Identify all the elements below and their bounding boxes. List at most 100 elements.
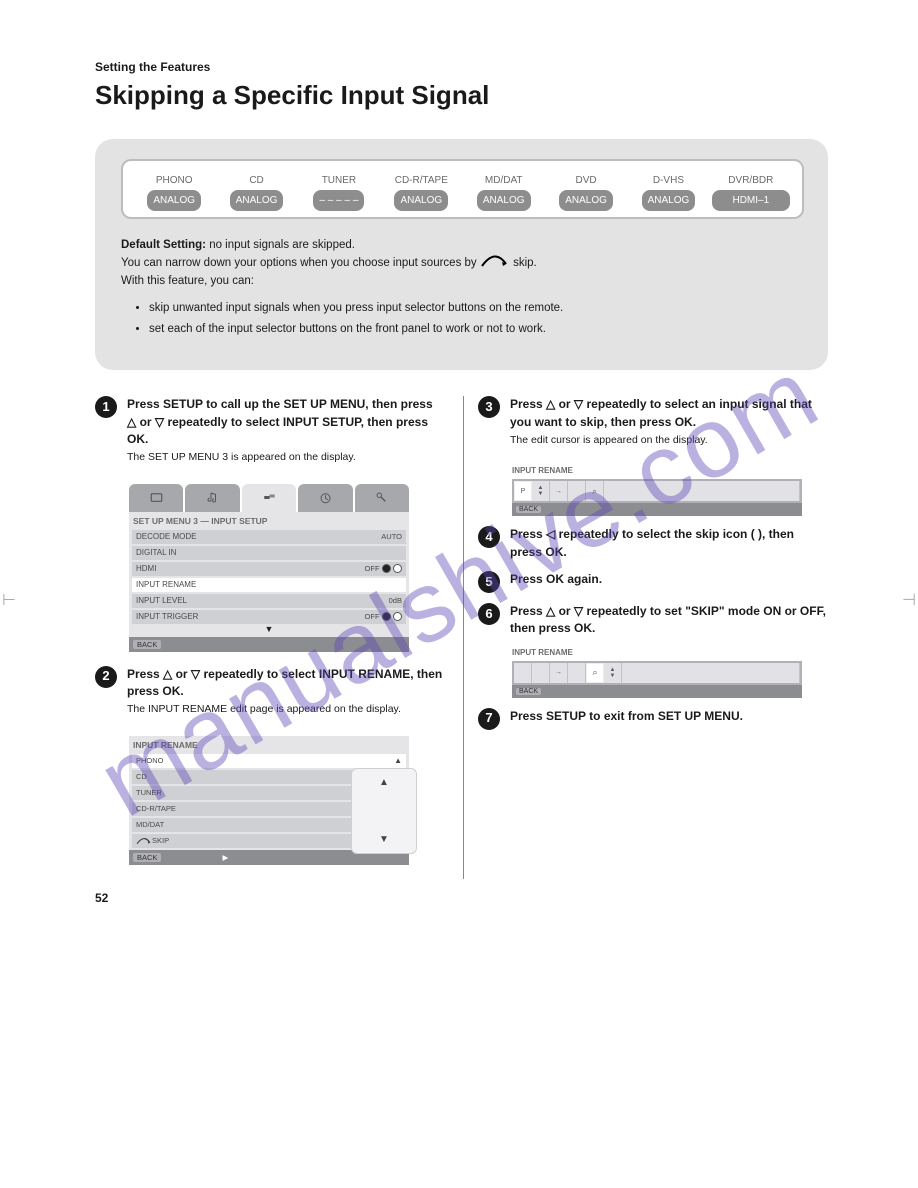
panel-note: Default Setting: no input signals are sk… — [121, 237, 804, 290]
arrow-up-icon: ▲ — [394, 756, 402, 765]
menu2-row-5-k: SKIP — [152, 836, 169, 845]
step-7-number: 7 — [478, 708, 500, 730]
lcd-label-2: TUNER — [298, 175, 380, 186]
lcd-cell-0: PHONO ANALOG — [133, 175, 215, 211]
strip2-key-1 — [532, 663, 550, 683]
menu1-row-2: HDMIOFF — [132, 562, 406, 576]
step-3: 3 Press △ or ▽ repeatedly to select an i… — [478, 396, 828, 456]
lcd-cell-2: TUNER – – – – – — [298, 175, 380, 211]
menu2-row-2-k: TUNER — [136, 788, 162, 797]
note-head: Default Setting: — [121, 239, 206, 251]
updown-icon: ▲▼ — [538, 485, 544, 497]
tab-icon-timer — [298, 484, 352, 512]
strip1-key-rest — [604, 481, 800, 501]
menu1-row-4-v: 0dB — [389, 596, 402, 605]
lcd-label-6: D-VHS — [627, 175, 709, 186]
strip2-key-rest — [622, 663, 800, 683]
lcd-label-5: DVD — [545, 175, 627, 186]
sheet-arrow-down-icon: ▼ — [379, 834, 389, 845]
lcd-label-0: PHONO — [133, 175, 215, 186]
section-header: Setting the Features — [95, 60, 828, 74]
lcd-value-7: HDMI–1 — [712, 190, 790, 211]
menu1-row-4-k: INPUT LEVEL — [136, 596, 389, 605]
dot-icon-empty — [393, 612, 402, 621]
search-icon: ⌕ — [592, 486, 597, 497]
panel-list-item-0: skip unwanted input signals when you pre… — [149, 300, 804, 317]
step-6-text: Press △ or ▽ repeatedly to set "SKIP" mo… — [510, 604, 826, 635]
step-1-result: The SET UP MENU 3 is appeared on the dis… — [127, 450, 445, 465]
strip2-head: INPUT RENAME — [512, 648, 802, 657]
menu2-row-3-k: CD-R/TAPE — [136, 804, 176, 813]
lcd-cell-6: D-VHS ANALOG — [627, 175, 709, 211]
lcd-row: PHONO ANALOG CD ANALOG TUNER – – – – – C… — [133, 175, 792, 211]
arrow-right-icon: → — [555, 669, 562, 676]
tab-icon-display — [129, 484, 183, 512]
step-1: 1 Press SETUP to call up the SET UP MENU… — [95, 396, 445, 473]
step-5-number: 5 — [478, 571, 500, 593]
step-2-result: The INPUT RENAME edit page is appeared o… — [127, 702, 445, 717]
strip2-key-2: → — [550, 663, 568, 683]
sheet-arrow-up-icon: ▲ — [379, 777, 389, 788]
strip1-key-2: → — [550, 481, 568, 501]
step-3-number: 3 — [478, 396, 500, 418]
lcd-cell-7: DVR/BDR HDMI–1 — [710, 175, 792, 211]
step-4: 4 Press ◁ repeatedly to select the skip … — [478, 526, 828, 561]
lcd-cell-5: DVD ANALOG — [545, 175, 627, 211]
lcd-label-4: MD/DAT — [463, 175, 545, 186]
strip2-keyrow: → ⌕ ▲▼ — [514, 663, 800, 683]
strip2-key-hl: ⌕ — [586, 663, 604, 683]
step-7-text: Press SETUP to exit from SET UP MENU. — [510, 709, 743, 723]
search-icon: ⌕ — [592, 667, 597, 678]
menu2-row-0-k: PHONO — [136, 756, 164, 765]
step-5-text: Press OK again. — [510, 572, 602, 586]
menu1-row-0-k: DECODE MODE — [136, 532, 381, 541]
panel-list: skip unwanted input signals when you pre… — [149, 300, 804, 339]
menu1-bar: BACK — [129, 637, 409, 652]
updown-icon: ▲▼ — [610, 667, 616, 679]
step-3-result: The edit cursor is appeared on the displ… — [510, 433, 828, 448]
dot-icon-empty — [393, 564, 402, 573]
column-right: 3 Press △ or ▽ repeatedly to select an i… — [464, 396, 828, 878]
strip2-key-0 — [514, 663, 532, 683]
arrow-right-icon: → — [555, 488, 562, 495]
step-2-text: Press △ or ▽ repeatedly to select INPUT … — [127, 667, 442, 698]
lcd-label-1: CD — [215, 175, 297, 186]
step-1-text: Press SETUP to call up the SET UP MENU, … — [127, 397, 433, 446]
strip1-key-spinner: ▲▼ — [532, 481, 550, 501]
tab-icon-tool — [355, 484, 409, 512]
arrow-down-icon: ▼ — [132, 624, 406, 634]
step-1-number: 1 — [95, 396, 117, 418]
strip2-back-label: BACK — [516, 688, 541, 695]
strip1-key-hl: P — [514, 481, 532, 501]
lcd-value-0: ANALOG — [147, 190, 201, 211]
menu1-row-1-k: DIGITAL IN — [136, 548, 402, 557]
strip1-head: INPUT RENAME — [512, 466, 802, 475]
strip2-key-spinner: ▲▼ — [604, 663, 622, 683]
lcd-label-3: CD-R/TAPE — [380, 175, 462, 186]
strip2-key-3 — [568, 663, 586, 683]
skip-label: skip. — [513, 257, 537, 269]
menu2-head: INPUT RENAME — [132, 738, 406, 752]
menu-screenshot-1: SET UP MENU 3 — INPUT SETUP DECODE MODEA… — [129, 484, 409, 652]
strip2-bar: BACK — [512, 685, 802, 698]
skip-icon-small — [136, 837, 152, 845]
step-4-mid: repeatedly to select the — [559, 527, 692, 541]
page-title: Skipping a Specific Input Signal — [95, 80, 828, 111]
lcd-value-5: ANALOG — [559, 190, 613, 211]
step-4-number: 4 — [478, 526, 500, 548]
menu1-row-0: DECODE MODEAUTO — [132, 530, 406, 544]
menu-screenshot-2: INPUT RENAME PHONO▲ CD TUNER CD-R/TAPE M… — [129, 736, 409, 865]
panel-list-item-1: set each of the input selector buttons o… — [149, 321, 804, 338]
menu1-row-5-v: OFF — [365, 612, 380, 621]
lcd-value-1: ANALOG — [230, 190, 284, 211]
note-lead: With this feature, you can: — [121, 275, 254, 287]
dot-icon — [382, 612, 391, 621]
menu1-row-3: INPUT RENAME — [132, 578, 406, 592]
lcd-value-6: ANALOG — [642, 190, 696, 211]
menu2-row-1-k: CD — [136, 772, 147, 781]
strip1-key-3 — [568, 481, 586, 501]
strip1-back-label: BACK — [516, 506, 541, 513]
strip1-keyrow: P ▲▼ → ⌕ — [514, 481, 800, 501]
menu1-row-5: INPUT TRIGGEROFF — [132, 610, 406, 624]
menu1-back-label: BACK — [133, 640, 161, 649]
